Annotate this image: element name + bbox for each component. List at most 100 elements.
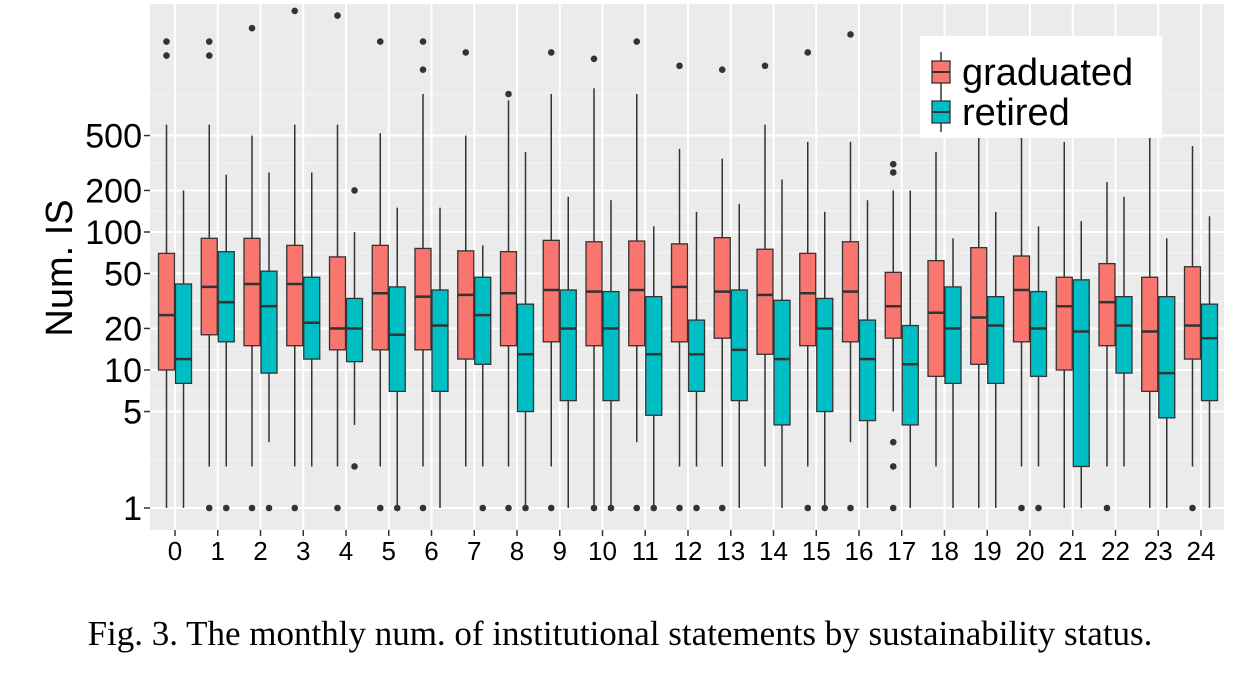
outlier-point [547, 504, 555, 512]
outlier-point [291, 504, 299, 512]
outlier-point [334, 504, 341, 512]
box-body [457, 250, 475, 360]
box-body [388, 286, 406, 393]
outlier-point [1103, 504, 1111, 512]
box-graduated-7 [457, 49, 475, 467]
box-retired-5 [388, 207, 406, 512]
x-tick-label: 10 [588, 536, 617, 566]
outlier-point [590, 55, 598, 63]
outlier-point [847, 504, 854, 512]
box-retired-0 [174, 190, 193, 508]
outlier-point [351, 187, 358, 194]
x-tick-label: 0 [168, 536, 182, 566]
box-retired-12 [687, 211, 706, 512]
box-retired-19 [987, 211, 1005, 508]
outlier-point [248, 24, 256, 32]
box-retired-4 [345, 187, 364, 470]
box-body [371, 244, 389, 351]
outlier-point [718, 504, 726, 512]
outlier-point [633, 504, 641, 512]
x-tick-label: 9 [553, 536, 567, 566]
outlier-point [222, 504, 230, 512]
box-graduated-1 [200, 38, 218, 512]
outlier-point [761, 62, 769, 70]
box-body [1158, 296, 1176, 419]
x-tick-label: 2 [253, 536, 267, 566]
legend-label-graduated: graduated [962, 52, 1133, 94]
box-series [157, 7, 1219, 512]
outlier-point [547, 49, 555, 56]
box-body [756, 248, 774, 355]
box-graduated-13 [713, 66, 731, 512]
box-graduated-17 [884, 160, 902, 512]
x-tick-label: 13 [716, 536, 745, 566]
outlier-point [1035, 504, 1042, 512]
x-tick-label: 11 [632, 536, 659, 566]
box-body [901, 324, 919, 426]
outlier-point [889, 463, 897, 470]
y-axis-label: Num. IS [39, 199, 81, 336]
box-retired-23 [1158, 238, 1176, 508]
series-graduated [157, 7, 1202, 512]
outlier-point [205, 504, 213, 512]
box-body [328, 256, 347, 351]
box-retired-7 [474, 245, 492, 512]
x-tick-label: 14 [759, 536, 788, 566]
y-tick-label: 1 [123, 490, 142, 528]
box-body [645, 296, 663, 416]
x-tick-label: 22 [1101, 536, 1130, 566]
box-retired-9 [559, 196, 577, 508]
outlier-point [1018, 504, 1025, 512]
box-body [559, 289, 577, 402]
box-body [474, 276, 492, 365]
box-graduated-16 [841, 31, 860, 512]
outlier-point [821, 504, 829, 512]
box-graduated-4 [328, 12, 347, 512]
box-body [816, 297, 834, 413]
box-body [713, 237, 731, 339]
x-tick-label: 24 [1187, 536, 1216, 566]
box-body [499, 251, 518, 347]
box-graduated-19 [970, 135, 988, 508]
outlier-point [419, 38, 427, 45]
box-graduated-5 [371, 38, 389, 512]
box-body [670, 243, 689, 343]
y-tick-label: 500 [85, 118, 142, 156]
outlier-point [351, 463, 358, 470]
box-graduated-24 [1183, 145, 1202, 512]
box-body [799, 252, 817, 347]
outlier-point [590, 504, 598, 512]
outlier-point [205, 52, 213, 59]
x-tick-label: 18 [930, 536, 959, 566]
legend-background [920, 36, 1162, 138]
outlier-point [248, 504, 256, 512]
box-retired-8 [516, 151, 535, 512]
outlier-point [479, 504, 487, 512]
x-tick-label: 4 [339, 536, 353, 566]
box-body [987, 296, 1005, 385]
outlier-point [163, 52, 170, 59]
outlier-point [334, 12, 341, 19]
box-retired-24 [1200, 216, 1219, 508]
box-graduated-20 [1012, 124, 1031, 512]
outlier-point [291, 7, 299, 15]
x-tick-label: 20 [1016, 536, 1045, 566]
box-body [1141, 276, 1159, 393]
box-retired-21 [1072, 221, 1090, 508]
box-body [1012, 255, 1031, 343]
y-tick-label: 10 [104, 352, 142, 390]
box-body [858, 319, 877, 422]
box-retired-18 [944, 238, 962, 508]
outlier-point [419, 504, 427, 512]
outlier-point [607, 504, 615, 512]
box-body [174, 283, 193, 385]
box-graduated-2 [243, 24, 261, 512]
box-body [773, 299, 791, 426]
y-tick-label: 5 [123, 394, 142, 432]
outlier-point [676, 62, 683, 70]
box-body [602, 290, 620, 402]
x-tick-label: 15 [802, 536, 831, 566]
